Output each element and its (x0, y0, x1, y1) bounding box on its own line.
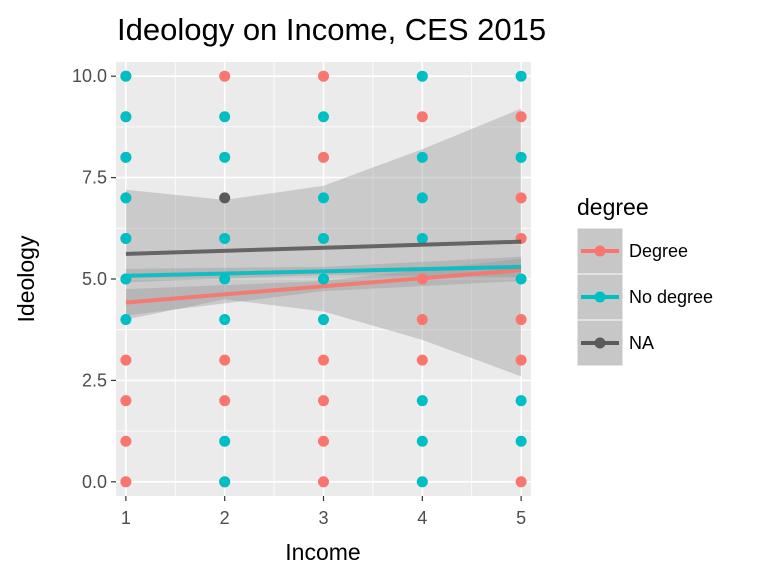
point-no-degree (416, 232, 428, 244)
point-no-degree (515, 273, 527, 285)
point-no-degree (120, 151, 132, 163)
legend-label-degree: Degree (629, 241, 688, 261)
fit-line-no-degree (125, 264, 522, 278)
y-axis: 0.0 2.5 5.0 7.5 10.0 (72, 66, 116, 492)
point-degree (515, 354, 527, 366)
point-no-degree (219, 435, 231, 447)
legend-label-no-degree: No degree (629, 287, 713, 307)
point-no-degree (120, 111, 132, 123)
y-tick-label: 7.5 (82, 168, 107, 188)
legend-point-no-degree (594, 291, 606, 303)
legend-title: degree (577, 194, 649, 220)
point-no-degree (515, 151, 527, 163)
x-tick-label: 2 (220, 508, 230, 528)
legend-label-na: NA (629, 333, 654, 353)
point-degree (219, 70, 231, 82)
x-tick-label: 3 (318, 508, 328, 528)
point-no-degree (318, 111, 329, 123)
y-axis-title: Ideology (13, 235, 39, 322)
fit-lines (125, 239, 522, 305)
point-no-degree (219, 151, 231, 163)
point-no-degree (219, 273, 231, 285)
point-degree (318, 354, 329, 366)
fit-line-degree (125, 268, 522, 305)
point-no-degree (219, 476, 231, 488)
point-degree (120, 476, 132, 488)
point-no-degree (515, 395, 527, 407)
point-no-degree (120, 70, 132, 82)
point-no-degree (416, 192, 428, 204)
point-degree (515, 476, 527, 488)
point-no-degree (416, 151, 428, 163)
point-na (219, 192, 231, 204)
x-tick-label: 1 (121, 508, 131, 528)
point-no-degree (416, 395, 428, 407)
point-no-degree (515, 70, 527, 82)
point-degree (515, 192, 527, 204)
x-axis-title: Income (285, 539, 360, 565)
point-degree (318, 395, 329, 407)
point-no-degree (318, 314, 329, 326)
point-no-degree (416, 435, 428, 447)
y-tick-label: 0.0 (82, 472, 107, 492)
point-no-degree (120, 192, 132, 204)
point-degree (515, 314, 527, 326)
y-tick-label: 5.0 (82, 269, 107, 289)
point-no-degree (219, 232, 231, 244)
x-axis: 1 2 3 4 5 (121, 496, 526, 528)
data-points (120, 70, 527, 488)
point-no-degree (120, 232, 132, 244)
point-no-degree (219, 314, 231, 326)
point-no-degree (515, 435, 527, 447)
point-degree (219, 395, 231, 407)
point-no-degree (318, 192, 329, 204)
point-no-degree (219, 111, 231, 123)
chart-title: Ideology on Income, CES 2015 (117, 12, 546, 47)
point-degree (416, 314, 428, 326)
point-degree (120, 435, 132, 447)
point-no-degree (416, 70, 428, 82)
x-tick-label: 4 (417, 508, 427, 528)
point-degree (318, 435, 329, 447)
point-degree (120, 354, 132, 366)
point-degree (416, 354, 428, 366)
point-no-degree (318, 232, 329, 244)
point-degree (318, 476, 329, 488)
point-degree (416, 111, 428, 123)
fit-line-na (125, 239, 522, 256)
point-degree (219, 354, 231, 366)
y-tick-label: 2.5 (82, 370, 107, 390)
legend-point-degree (594, 245, 606, 257)
point-degree (318, 70, 329, 82)
x-tick-label: 5 (516, 508, 526, 528)
point-degree (515, 111, 527, 123)
y-tick-label: 10.0 (72, 66, 107, 86)
point-degree (120, 395, 132, 407)
point-no-degree (120, 314, 132, 326)
point-degree (318, 151, 329, 163)
point-no-degree (318, 273, 329, 285)
legend: degree Degree No degree NA (576, 194, 713, 367)
point-no-degree (416, 476, 428, 488)
legend-point-na (594, 337, 606, 349)
